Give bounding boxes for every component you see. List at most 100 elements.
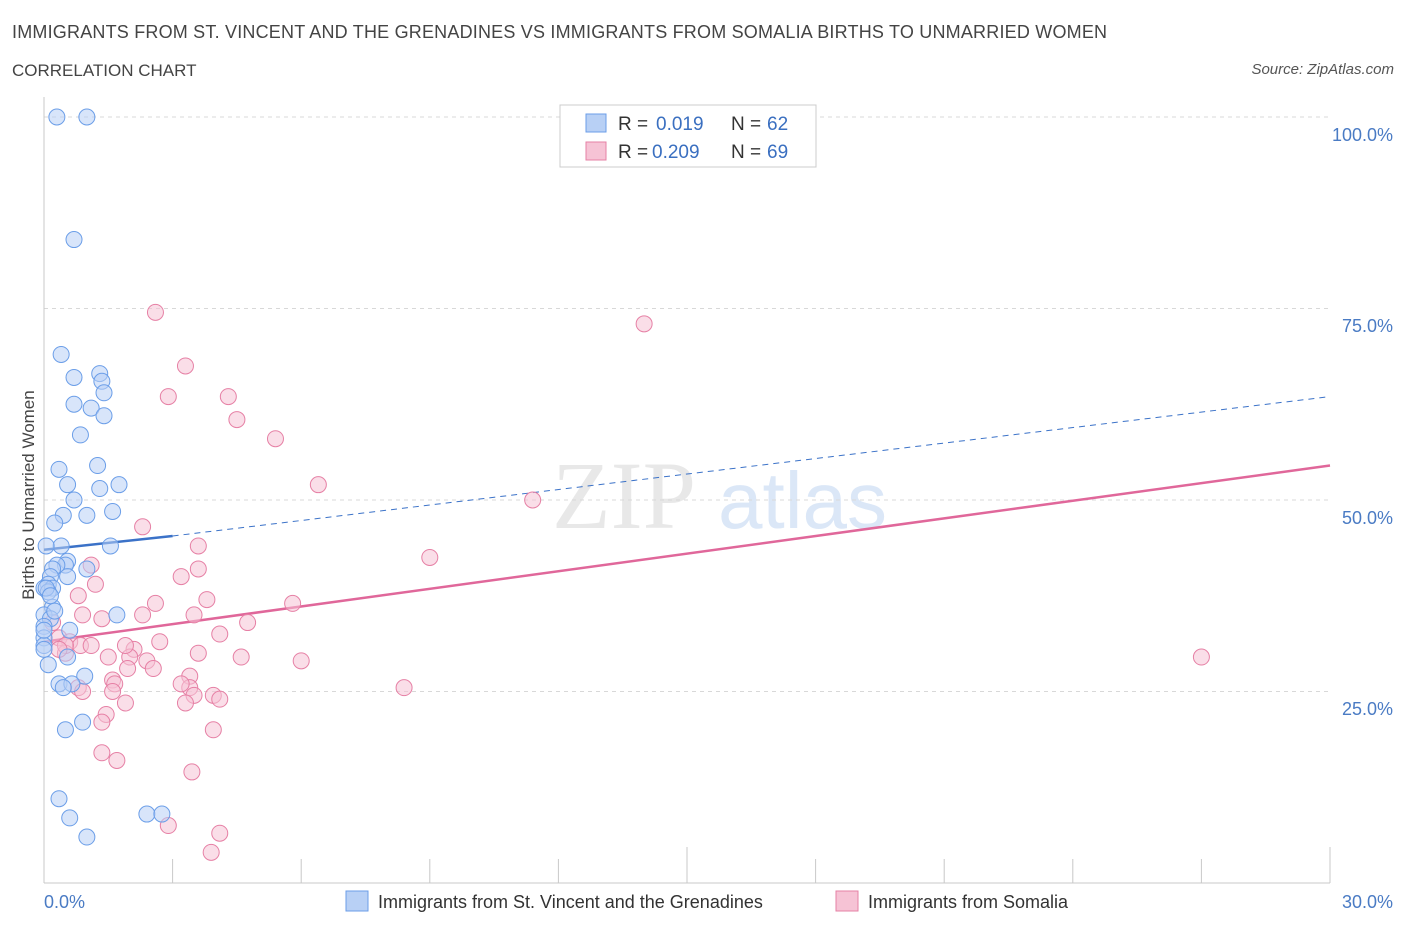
svg-point [59,648,77,666]
somalia-point [93,610,111,628]
svg-point [108,606,126,624]
svg-point [46,514,64,532]
stats-n-value-pink: 69 [767,142,788,163]
source-credit: Source: ZipAtlas.com [1251,61,1394,78]
svg-point [78,560,96,578]
svg-point [138,805,156,823]
svg-point [95,407,113,425]
svg-point [35,640,53,658]
somalia-point [219,388,237,406]
stats-n-value-blue: 62 [767,114,788,135]
somalia-point [116,694,134,712]
somalia-point [108,751,126,769]
watermark: ZIP atlas [552,442,887,549]
somalia-point [93,744,111,762]
stats-swatch-pink [585,141,607,161]
svg-point [59,568,77,586]
svg-point [61,809,79,827]
somalia-points [44,303,1210,861]
legend-label-pink: Immigrants from Somalia [868,892,1069,912]
chart-title: IMMIGRANTS FROM ST. VINCENT AND THE GREN… [12,22,1108,42]
x-tick-label-min: 0.0% [44,892,85,912]
stats-swatch-blue [585,113,607,133]
y-tick-label: 50.0% [1342,508,1393,528]
y-tick-label: 100.0% [1332,125,1393,145]
svg-point [46,602,64,620]
svg-point [61,621,79,639]
somalia-point [82,637,100,655]
axes [43,97,1331,884]
svg-points [35,108,171,846]
somalia-point [635,315,653,333]
somalia-point [146,303,164,321]
svg-point [59,476,77,494]
svg-point [65,491,83,509]
somalia-point [116,637,134,655]
svg-point [52,345,70,363]
somalia-point [189,560,207,578]
svg-point [95,384,113,402]
somalia-point [69,587,87,605]
somalia-point [284,594,302,612]
legend-swatch-pink [835,890,859,912]
somalia-point [93,713,111,731]
stats-r-value-blue: 0.019 [656,114,704,135]
svg-point [101,537,119,555]
svg-point [78,828,96,846]
svg-point [110,476,128,494]
watermark-zip: ZIP [552,442,696,549]
stats-r-label-pink: R = [618,142,648,163]
stats-legend: R = 0.019 N = 62 R = 0.209 N = 69 [559,104,817,168]
somalia-point [146,594,164,612]
y-tick-label: 75.0% [1342,316,1393,336]
somalia-point [134,606,152,624]
svg-point [35,621,53,639]
svg-point [39,656,57,674]
somalia-point [172,568,190,586]
svg-point [50,460,68,478]
somalia-point [1192,648,1210,666]
somalia-point [172,675,190,693]
somalia-point [211,625,229,643]
somalia-point [292,652,310,670]
y-axis-title: Births to Unmarried Women [19,390,38,599]
svg-trend-extension [172,396,1331,537]
svg-point [41,587,59,605]
somalia-point [176,357,194,375]
somalia-point [99,648,117,666]
stats-r-value-pink: 0.209 [652,142,700,163]
somalia-point [74,606,92,624]
svg-point [50,790,68,808]
somalia-point [204,721,222,739]
somalia-point [211,690,229,708]
somalia-point [183,763,201,781]
svg-point [37,537,55,555]
somalia-point [185,606,203,624]
somalia-point [239,614,257,632]
legend-swatch-blue [345,890,369,912]
svg-point [78,108,96,126]
stats-n-label-blue: N = [731,114,761,135]
somalia-point [189,644,207,662]
somalia-point [211,824,229,842]
chart-subtitle: CORRELATION CHART [12,61,197,80]
svg-point [65,368,83,386]
legend-label-blue: Immigrants from St. Vincent and the Gren… [378,892,763,912]
somalia-point [86,575,104,593]
svg-point [48,108,66,126]
somalia-point [202,843,220,861]
somalia-point [176,694,194,712]
somalia-point [524,491,542,509]
svg-point [65,231,83,249]
svg-point [82,399,100,417]
svg-point [54,679,72,697]
somalia-point [119,660,137,678]
svg-point [153,805,171,823]
svg-point [89,457,107,475]
x-tick-label-max: 30.0% [1342,892,1393,912]
stats-r-label-blue: R = [618,114,648,135]
svg-point [91,480,109,498]
svg-point [65,395,83,413]
somalia-point [159,388,177,406]
somalia-point [309,476,327,494]
